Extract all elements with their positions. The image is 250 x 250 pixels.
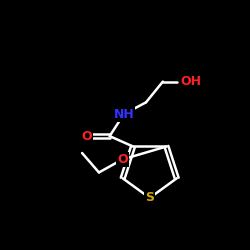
Text: O: O [81, 130, 92, 142]
Text: NH: NH [114, 108, 134, 120]
Text: S: S [145, 192, 154, 204]
Text: OH: OH [181, 75, 202, 88]
Text: O: O [117, 153, 128, 166]
